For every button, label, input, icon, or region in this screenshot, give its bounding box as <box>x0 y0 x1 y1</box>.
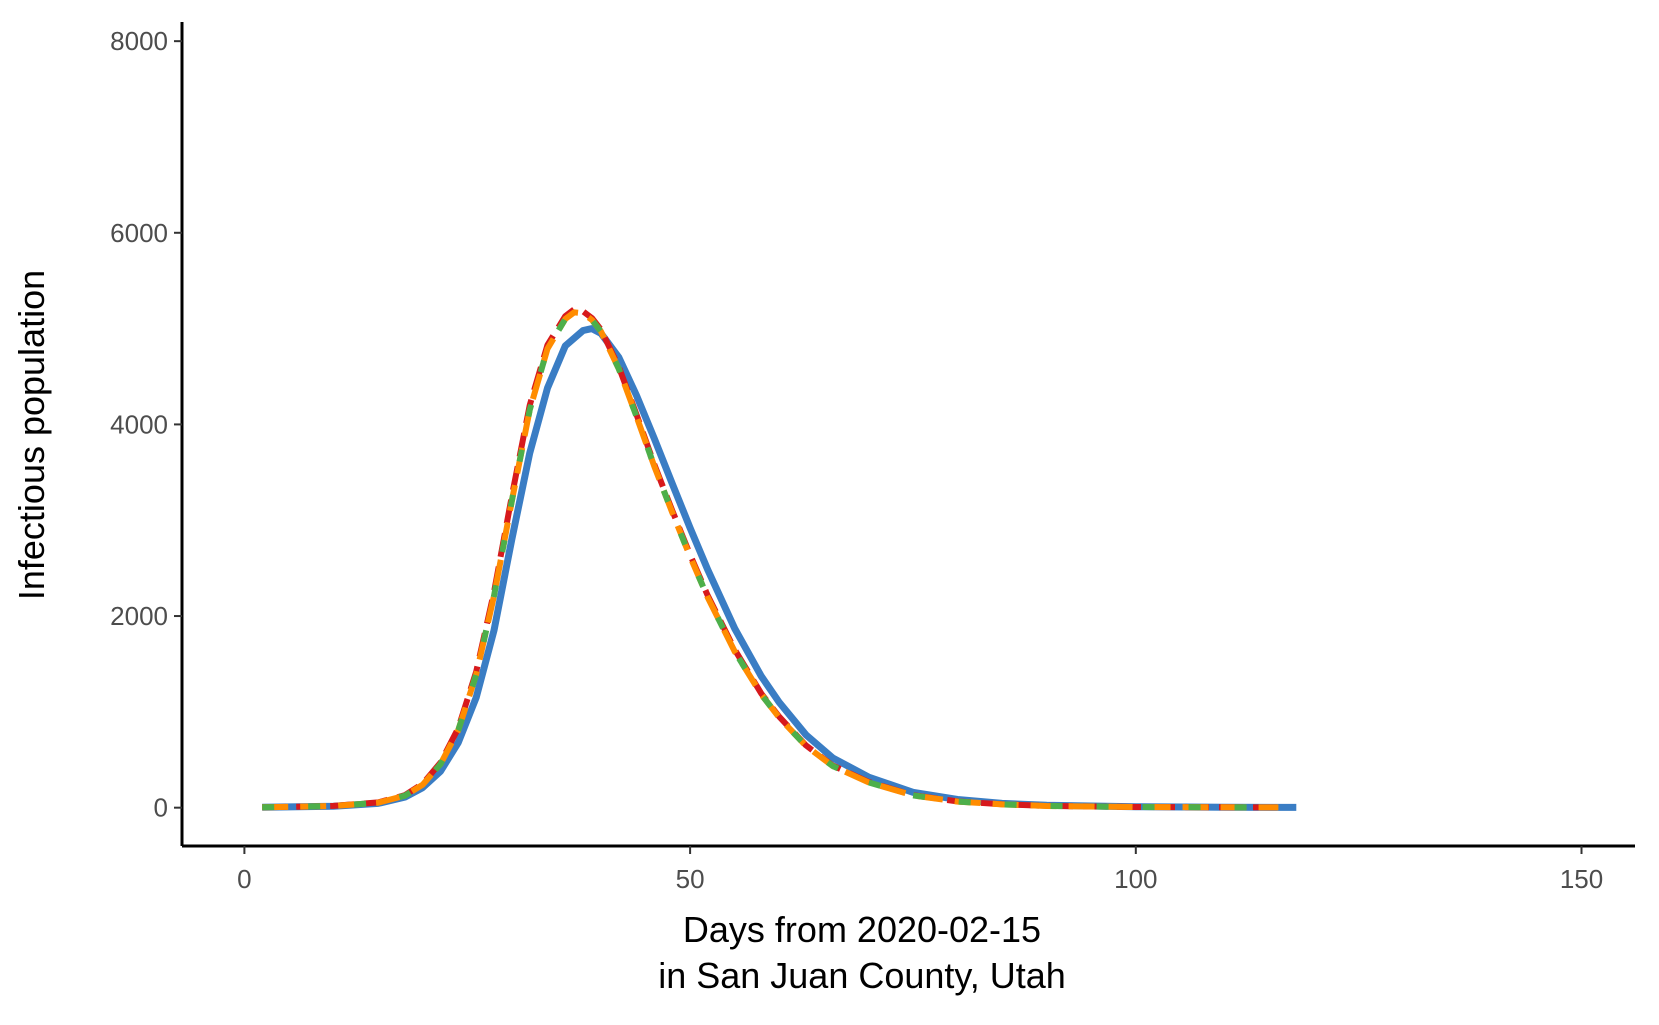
y-axis-title: Infectious population <box>11 270 52 600</box>
y-axis-ticks: 0 2000 4000 6000 8000 <box>110 26 182 823</box>
y-tick-label: 2000 <box>110 601 168 631</box>
y-tick-label: 6000 <box>110 218 168 248</box>
x-tick-label: 150 <box>1560 864 1603 894</box>
y-tick-label: 0 <box>154 793 168 823</box>
x-axis-title-line-1: Days from 2020-02-15 <box>683 909 1041 950</box>
series-line-2 <box>262 306 1279 811</box>
series-line-4 <box>262 309 1279 811</box>
series-layer <box>262 306 1297 811</box>
x-tick-label: 100 <box>1114 864 1157 894</box>
y-tick-label: 4000 <box>110 409 168 439</box>
x-axis-ticks: 0 50 100 150 <box>237 846 1603 894</box>
series-line-1 <box>262 325 1297 811</box>
x-tick-label: 50 <box>676 864 705 894</box>
x-tick-label: 0 <box>237 864 251 894</box>
y-tick-label: 8000 <box>110 26 168 56</box>
series-line-3 <box>262 309 1279 811</box>
x-axis-title-line-2: in San Juan County, Utah <box>658 955 1066 996</box>
